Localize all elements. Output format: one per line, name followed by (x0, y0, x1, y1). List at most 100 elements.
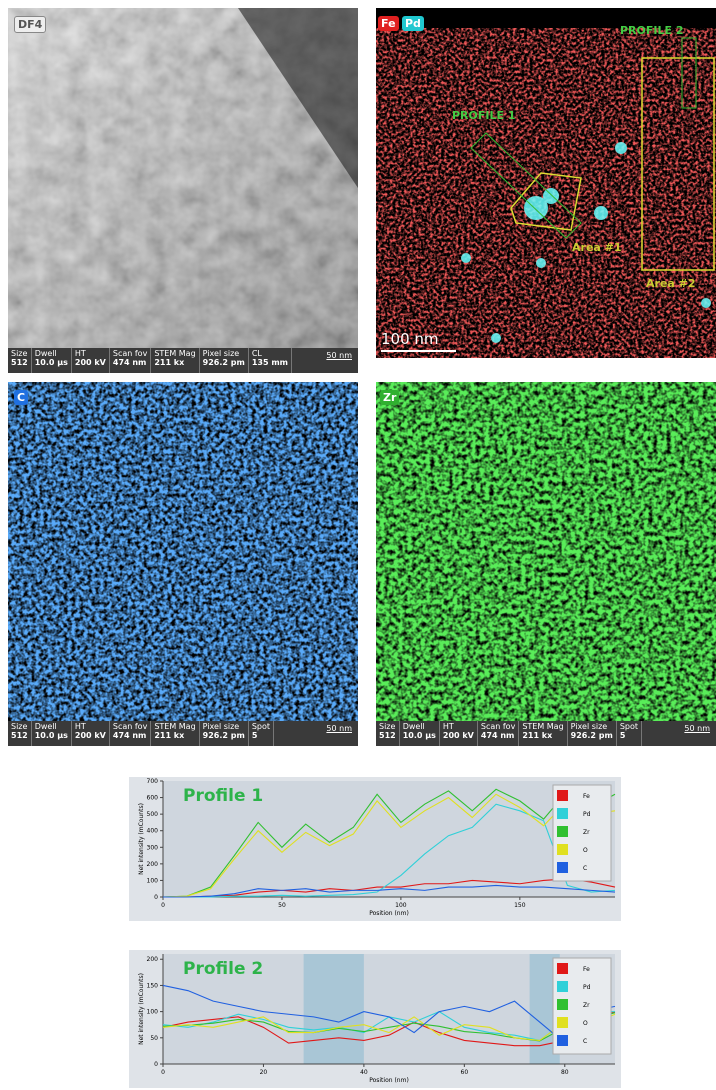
legend-swatch (557, 790, 568, 801)
status-header: Pixel size (571, 722, 608, 731)
status-header: Size (379, 722, 395, 731)
y-tick-label: 600 (147, 795, 159, 802)
chart-title: Profile 2 (183, 959, 263, 979)
tag: C (14, 390, 28, 405)
x-tick-label: 50 (278, 902, 286, 909)
status-value: 211 kx (154, 731, 195, 740)
fe-pd-panel: Fe Pd PROFILE 1 PROFILE 2 Area #1 Area #… (376, 8, 716, 358)
legend-swatch (557, 862, 568, 873)
fe-pd-image (376, 8, 716, 358)
annotation: Area #1 (572, 241, 622, 254)
status-header: STEM Mag (154, 722, 195, 731)
annotation: PROFILE 2 (620, 24, 684, 37)
tag: DF4 (14, 16, 46, 33)
page: DF4 Size512Dwell10.0 µsHT200 kVScan fov4… (0, 0, 716, 1090)
status-value: 926.2 pm (203, 731, 245, 740)
legend-label: Zr (583, 1002, 590, 1009)
status-header: STEM Mag (522, 722, 563, 731)
c-image (8, 382, 358, 722)
status-header: Pixel size (203, 349, 240, 358)
status-header: STEM Mag (154, 349, 195, 358)
x-axis-label: Position (nm) (369, 1077, 409, 1084)
status-value: 474 nm (481, 731, 515, 740)
x-axis-label: Position (nm) (369, 910, 409, 917)
status-header: Size (11, 349, 27, 358)
scale-label: 50 nm (320, 348, 358, 373)
shaded-range (304, 954, 364, 1064)
y-tick-label: 100 (147, 1009, 159, 1016)
status-header: HT (75, 722, 86, 731)
y-tick-label: 700 (147, 778, 159, 785)
legend-swatch (557, 981, 568, 992)
y-tick-label: 300 (147, 844, 159, 851)
status-value: 200 kV (75, 358, 106, 367)
y-axis-label: Net intensity (mCounts) (138, 973, 145, 1045)
status-value: 512 (379, 731, 396, 740)
scale-label: 50 nm (678, 721, 716, 746)
x-tick-label: 0 (161, 1069, 165, 1076)
y-tick-label: 150 (147, 982, 159, 989)
status-value: 512 (11, 731, 28, 740)
scale-label: 50 nm (320, 721, 358, 746)
tag: Fe (378, 16, 399, 31)
status-value: 10.0 µs (35, 731, 68, 740)
status-value: 474 nm (113, 358, 147, 367)
annotation: PROFILE 1 (452, 109, 516, 122)
legend-label: O (583, 847, 588, 854)
status-header: HT (443, 722, 454, 731)
status-value: 10.0 µs (403, 731, 436, 740)
status-header: Dwell (403, 722, 425, 731)
zr-image (376, 382, 716, 722)
y-tick-label: 200 (147, 956, 159, 963)
status-header: Scan fov (481, 722, 515, 731)
legend-label: O (583, 1020, 588, 1027)
scale-label: 100 nm (381, 330, 439, 348)
legend-label: Fe (583, 793, 590, 800)
legend-swatch (557, 1035, 568, 1046)
y-axis-label: Net intensity (mCounts) (138, 803, 145, 875)
legend-swatch (557, 808, 568, 819)
y-tick-label: 200 (147, 861, 159, 868)
status-cell: Scan fov474 nm (110, 721, 151, 746)
status-value: 512 (11, 358, 28, 367)
status-value: 474 nm (113, 731, 147, 740)
chart-title: Profile 1 (183, 786, 263, 806)
status-value: 200 kV (75, 731, 106, 740)
status-header: Spot (252, 722, 270, 731)
legend-swatch (557, 963, 568, 974)
status-header: Spot (620, 722, 638, 731)
y-tick-label: 100 (147, 877, 159, 884)
legend-swatch (557, 844, 568, 855)
legend-label: C (583, 865, 587, 872)
status-value: 135 mm (252, 358, 288, 367)
y-tick-label: 0 (154, 894, 158, 901)
legend-label: Fe (583, 966, 590, 973)
y-tick-label: 500 (147, 811, 159, 818)
status-header: CL (252, 349, 262, 358)
y-tick-label: 50 (150, 1035, 158, 1042)
status-header: Dwell (35, 349, 57, 358)
x-tick-label: 100 (395, 902, 407, 909)
